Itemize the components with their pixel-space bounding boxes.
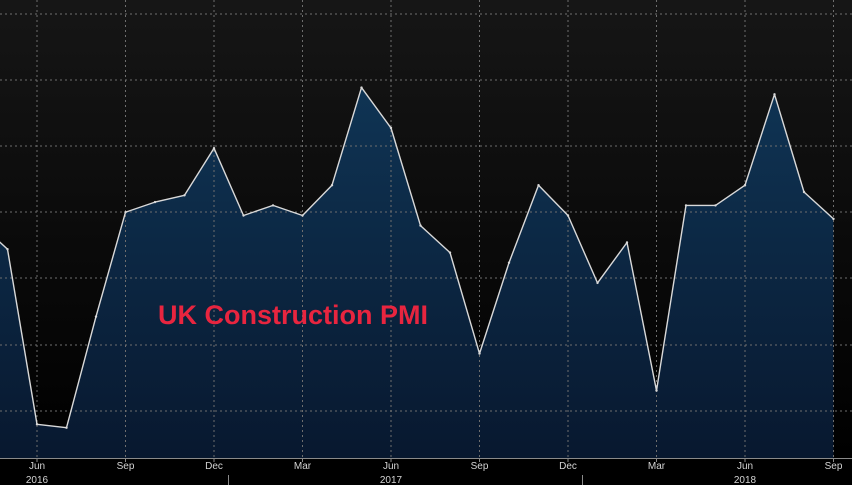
x-tick-label: Jun bbox=[737, 461, 753, 472]
data-point bbox=[301, 214, 304, 217]
x-tick-label: Mar bbox=[294, 461, 312, 472]
data-point bbox=[507, 261, 511, 264]
data-point bbox=[271, 204, 275, 207]
area-layer bbox=[0, 87, 834, 458]
data-point bbox=[94, 315, 98, 318]
series-area bbox=[0, 87, 834, 458]
data-point bbox=[360, 86, 363, 89]
data-point bbox=[6, 248, 9, 251]
data-point bbox=[714, 204, 717, 207]
x-tick-label: Jun bbox=[29, 461, 45, 472]
data-point bbox=[684, 204, 688, 207]
data-point bbox=[419, 224, 422, 227]
x-tick-label: Sep bbox=[117, 461, 135, 472]
chart-title: UK Construction PMI bbox=[158, 300, 428, 330]
grid-layer bbox=[0, 0, 852, 458]
x-year-label: 2017 bbox=[380, 475, 403, 485]
data-point bbox=[153, 200, 157, 204]
x-tick-label: Mar bbox=[648, 461, 666, 472]
x-year-label: 2018 bbox=[734, 475, 757, 485]
data-point bbox=[448, 251, 452, 254]
data-point bbox=[389, 126, 393, 130]
x-year-label: 2016 bbox=[26, 475, 49, 485]
data-point bbox=[183, 194, 186, 197]
data-point bbox=[124, 211, 127, 214]
data-point bbox=[625, 241, 629, 244]
x-tick-label: Sep bbox=[825, 461, 843, 472]
data-point bbox=[242, 214, 245, 217]
x-axis: Jun Sep Dec Mar Jun Sep Dec Mar Jun Sep 2016 2017 20… bbox=[0, 458, 852, 485]
line-layer bbox=[0, 86, 835, 429]
data-point bbox=[330, 184, 334, 187]
x-tick-label: Dec bbox=[205, 461, 223, 472]
data-point bbox=[35, 423, 39, 426]
data-point bbox=[537, 184, 540, 187]
data-point bbox=[478, 352, 481, 355]
x-tick-label: Sep bbox=[471, 461, 489, 472]
data-point bbox=[65, 426, 68, 429]
x-tick-label: Jun bbox=[383, 461, 399, 472]
data-point bbox=[773, 93, 776, 96]
data-point bbox=[832, 217, 835, 221]
data-point bbox=[566, 214, 570, 217]
data-point bbox=[212, 147, 216, 150]
data-point bbox=[655, 389, 658, 392]
data-point bbox=[743, 184, 747, 187]
x-tick-label: Dec bbox=[559, 461, 577, 472]
series-line bbox=[0, 86, 834, 429]
data-point bbox=[802, 190, 806, 194]
data-point bbox=[596, 281, 599, 285]
